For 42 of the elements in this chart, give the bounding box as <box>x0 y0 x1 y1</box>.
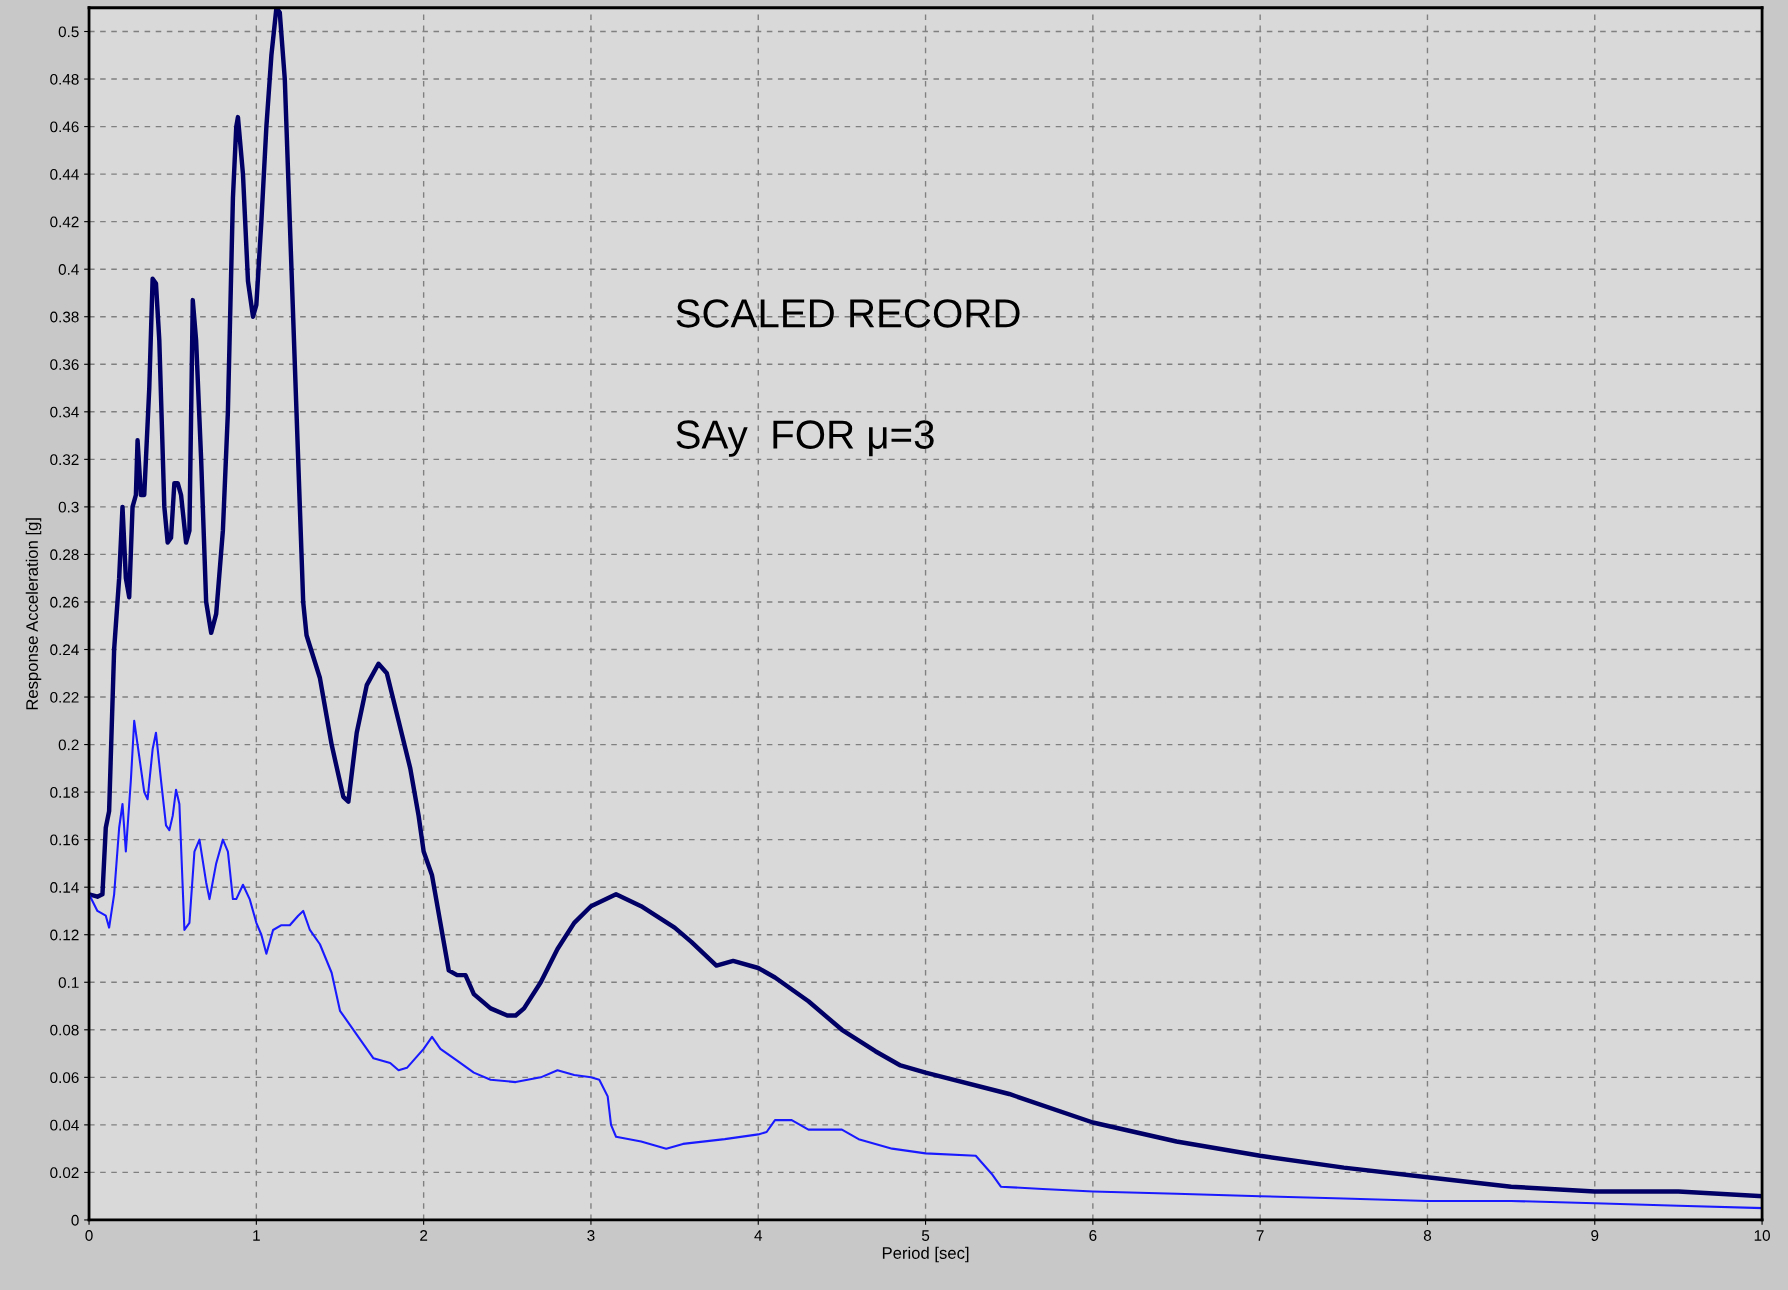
y-tick-label: 0.2 <box>58 739 79 751</box>
y-tick-label: 0.3 <box>58 501 79 513</box>
y-tick-label: 0 <box>71 1214 79 1226</box>
y-tick-label: 0.16 <box>50 834 79 846</box>
y-tick-label: 0.34 <box>50 406 79 418</box>
x-tick-label: 8 <box>1423 1230 1432 1241</box>
x-tick-label: 1 <box>253 1230 260 1241</box>
y-tick-label: 0.18 <box>50 786 79 798</box>
x-tick-label: 9 <box>1591 1230 1599 1241</box>
y-tick-label: 0.44 <box>50 168 79 180</box>
y-axis-title: Response Acceleration [g] <box>25 518 42 710</box>
x-tick-label: 7 <box>1256 1230 1264 1241</box>
y-tick-label: 0.28 <box>50 549 79 561</box>
y-tick-label: 0.36 <box>50 359 79 370</box>
y-tick-label: 0.12 <box>50 929 79 941</box>
x-tick-label: 4 <box>754 1230 763 1241</box>
y-tick-label: 0.38 <box>50 311 79 323</box>
y-tick-label: 0.02 <box>50 1167 79 1179</box>
annotation: SCALED RECORD <box>676 299 1020 328</box>
y-tick-label: 0.26 <box>50 596 79 608</box>
x-tick-label: 5 <box>921 1230 930 1241</box>
y-tick-label: 0.48 <box>50 73 79 85</box>
x-tick-label: 10 <box>1754 1230 1770 1241</box>
x-tick-label: 3 <box>587 1230 595 1241</box>
y-tick-label: 0.4 <box>58 264 79 275</box>
x-tick-label: 2 <box>420 1230 428 1241</box>
y-tick-label: 0.04 <box>50 1119 79 1131</box>
x-axis-title: Period [sec] <box>882 1246 969 1263</box>
y-tick-label: 0.1 <box>58 977 79 988</box>
x-tick-label: 0 <box>85 1230 93 1241</box>
y-tick-label: 0.08 <box>50 1024 79 1036</box>
y-tick-label: 0.14 <box>50 882 79 893</box>
x-tick-label: 6 <box>1089 1230 1097 1241</box>
y-tick-label: 0.46 <box>50 121 79 133</box>
y-tick-label: 0.24 <box>50 644 79 656</box>
y-tick-label: 0.42 <box>50 216 79 228</box>
y-tick-label: 0.22 <box>50 691 79 703</box>
y-tick-label: 0.06 <box>50 1072 79 1084</box>
annotation: SAy FOR μ=3 <box>676 420 934 457</box>
line-series <box>89 719 1763 1210</box>
y-tick-label: 0.5 <box>58 26 79 38</box>
y-tick-label: 0.32 <box>50 454 79 466</box>
